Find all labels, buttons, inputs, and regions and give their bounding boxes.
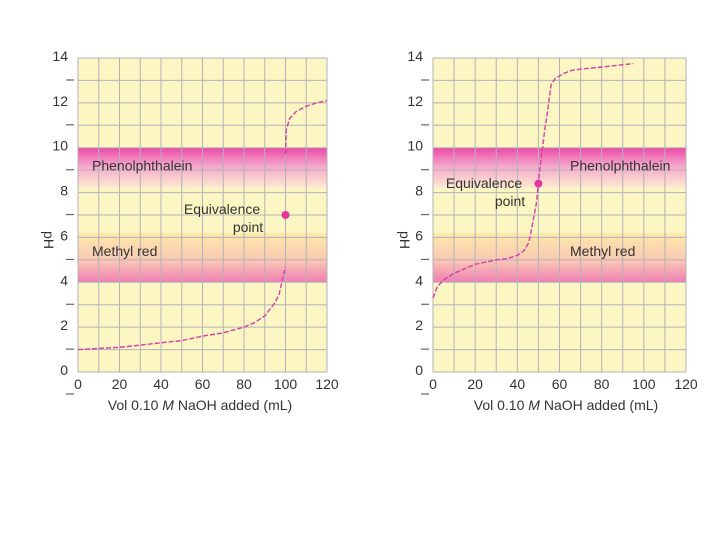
curve-segment: [284, 99, 328, 155]
y-tick-label: 12: [407, 93, 423, 109]
x-axis-label-part-3: NaOH added (mL): [540, 397, 658, 413]
equivalence-label: Equivalence: [446, 175, 522, 191]
y-tick-label: 2: [60, 317, 68, 333]
y-tick-label: 4: [60, 272, 68, 288]
x-tick-label: 100: [632, 376, 656, 392]
y-tick-label: 10: [52, 138, 68, 154]
y-tick-label: 4: [415, 272, 423, 288]
equivalence-point-marker: [281, 211, 290, 219]
equivalence-label-point: point: [495, 193, 525, 209]
x-axis-label-part-1: Vol 0.10: [474, 397, 529, 413]
equivalence-label-point: point: [233, 219, 263, 235]
x-axis-label-part-3: NaOH added (mL): [174, 397, 292, 413]
titration-curve: [77, 99, 328, 351]
y-tick-label: 10: [407, 138, 423, 154]
y-axis-label: pH: [397, 231, 413, 249]
curve-segment: [432, 62, 634, 299]
gridlines: [66, 57, 328, 395]
x-tick-label: 0: [74, 376, 82, 392]
x-tick-label: 60: [195, 376, 211, 392]
equivalence-label: Equivalence: [184, 201, 260, 217]
y-tick-label: 0: [415, 362, 423, 378]
x-axis-label-part-1: Vol 0.10: [108, 397, 163, 413]
x-tick-label: 80: [236, 376, 252, 392]
y-tick-label: 0: [60, 362, 68, 378]
x-tick-label: 120: [674, 376, 698, 392]
gridlines: [421, 57, 687, 395]
x-axis-label-italic: M: [528, 397, 540, 413]
x-tick-labels: 0 20 40 60 80 100 120: [429, 376, 698, 392]
band-label-phenolphthalein: Phenolphthalein: [570, 158, 670, 174]
x-axis-label: Vol 0.10 M NaOH added (mL): [108, 397, 292, 413]
y-tick-label: 8: [60, 183, 68, 199]
x-tick-label: 20: [112, 376, 128, 392]
x-tick-labels: 0 20 40 60 80 100 120: [74, 376, 339, 392]
x-tick-label: 80: [594, 376, 610, 392]
y-tick-label: 6: [60, 227, 68, 243]
x-tick-label: 40: [153, 376, 169, 392]
x-tick-label: 60: [552, 376, 568, 392]
band-label-methyl-red: Methyl red: [92, 243, 157, 259]
x-tick-label: 40: [510, 376, 526, 392]
x-tick-label: 20: [467, 376, 483, 392]
band-label-methyl-red: Methyl red: [570, 243, 635, 259]
y-tick-label: 8: [415, 183, 423, 199]
y-axis-label: pH: [41, 231, 57, 249]
y-tick-label: 2: [415, 317, 423, 333]
titration-curve: [432, 62, 634, 299]
x-tick-label: 100: [274, 376, 298, 392]
x-tick-label: 0: [429, 376, 437, 392]
y-tick-label: 14: [407, 48, 423, 64]
x-axis-label-italic: M: [162, 397, 174, 413]
y-tick-label: 6: [415, 227, 423, 243]
x-tick-label: 120: [315, 376, 339, 392]
x-axis-label: Vol 0.10 M NaOH added (mL): [474, 397, 658, 413]
y-tick-labels: 0 2 4 6 8 10 12 14: [407, 48, 423, 378]
y-tick-label: 12: [52, 93, 68, 109]
y-tick-label: 14: [52, 48, 68, 64]
y-tick-labels: 0 2 4 6 8 10 12 14: [52, 48, 68, 378]
equivalence-point-marker: [534, 179, 543, 188]
band-label-phenolphthalein: Phenolphthalein: [92, 158, 192, 174]
